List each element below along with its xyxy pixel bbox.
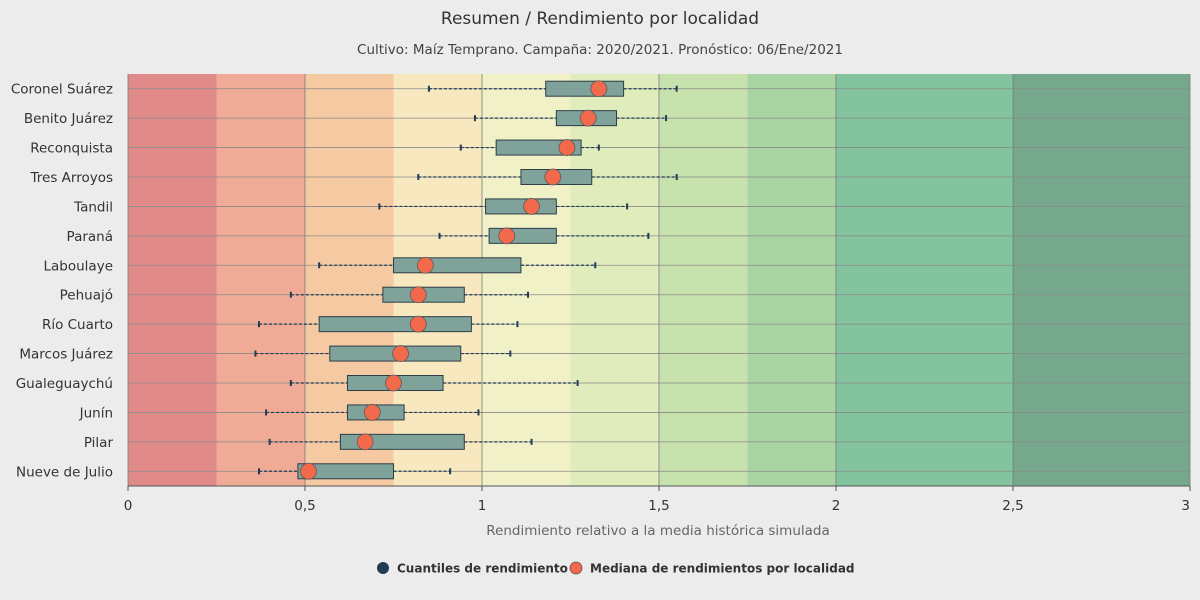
median-point[interactable]: [363, 404, 381, 421]
band-7: [747, 74, 836, 486]
band-0: [128, 74, 217, 486]
category-label: Gualeguaychú: [16, 376, 113, 392]
box: [393, 257, 522, 274]
median-point[interactable]: [300, 462, 317, 480]
box: [485, 198, 557, 215]
band-3: [393, 74, 482, 486]
median-point[interactable]: [392, 345, 409, 362]
chart-subtitle: Cultivo: Maíz Temprano. Campaña: 2020/20…: [357, 42, 843, 58]
category-label: Reconquista: [30, 141, 113, 157]
x-tick-label: 1: [478, 498, 487, 514]
median-point[interactable]: [409, 315, 427, 333]
box-plot[interactable]: [257, 316, 519, 333]
median-point[interactable]: [544, 168, 562, 186]
band-2: [305, 74, 394, 486]
chart-title: Resumen / Rendimiento por localidad: [441, 9, 759, 29]
legend-item-quantiles[interactable]: Cuantiles de rendimiento: [377, 562, 568, 576]
band-5: [570, 74, 659, 486]
category-label: Coronel Suárez: [11, 82, 113, 98]
x-tick-label: 2: [832, 498, 841, 514]
category-label: Junín: [79, 405, 113, 421]
median-point[interactable]: [579, 109, 597, 127]
x-tick-label: 2,5: [1002, 498, 1023, 514]
x-axis-title: Rendimiento relativo a la media históric…: [486, 523, 830, 539]
box: [318, 316, 472, 333]
median-point[interactable]: [416, 256, 434, 274]
box: [297, 463, 395, 480]
x-axis-ticks: 0 0,5 1 1,5 2 2,5 3: [124, 486, 1191, 514]
legend-item-median[interactable]: Mediana de rendimientos por localidad: [569, 561, 855, 576]
legend-quantiles-marker: [377, 562, 389, 574]
x-tick-label: 1,5: [648, 498, 669, 514]
category-label: Nueve de Julio: [16, 464, 113, 480]
band-8: [836, 74, 1013, 486]
box: [545, 80, 625, 97]
x-tick-label: 3: [1181, 498, 1190, 514]
median-point[interactable]: [590, 80, 608, 98]
legend-median-label: Mediana de rendimientos por localidad: [590, 562, 855, 576]
category-label: Río Cuarto: [42, 317, 113, 333]
median-point[interactable]: [385, 374, 402, 392]
box-plot[interactable]: [257, 463, 452, 480]
category-labels: Coronel Suárez Benito Juárez Reconquista Tr…: [11, 82, 114, 481]
category-label: Laboulaye: [44, 258, 114, 274]
median-point[interactable]: [409, 286, 427, 304]
median-point[interactable]: [558, 139, 576, 156]
median-points: [300, 80, 608, 480]
median-point[interactable]: [498, 227, 516, 245]
median-point[interactable]: [523, 198, 540, 215]
category-label: Benito Juárez: [24, 111, 113, 127]
band-1: [216, 74, 305, 486]
legend-quantiles-label: Cuantiles de rendimiento: [397, 562, 568, 576]
legend-median-marker: [569, 561, 583, 575]
band-4: [482, 74, 571, 486]
band-6: [659, 74, 748, 486]
x-tick-label: 0,5: [294, 498, 315, 514]
band-9: [1013, 74, 1190, 486]
category-label: Paraná: [67, 229, 113, 245]
category-label: Tres Arroyos: [30, 170, 114, 186]
median-point[interactable]: [356, 433, 374, 451]
background-bands: [128, 74, 1190, 486]
category-label: Tandil: [73, 199, 113, 215]
x-tick-label: 0: [124, 498, 133, 514]
category-label: Marcos Juárez: [19, 347, 113, 363]
legend[interactable]: Cuantiles de rendimiento Mediana de rend…: [377, 562, 855, 576]
category-label: Pehuajó: [60, 288, 113, 304]
category-label: Pilar: [84, 435, 114, 451]
